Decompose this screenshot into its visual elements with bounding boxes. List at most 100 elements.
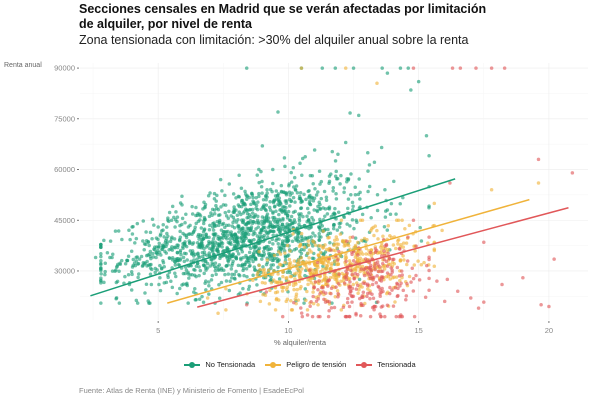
data-point	[210, 248, 215, 252]
data-point	[282, 156, 287, 160]
data-point	[352, 226, 356, 231]
data-point	[290, 191, 294, 195]
data-point	[176, 262, 181, 267]
data-point	[326, 260, 331, 265]
data-point	[190, 251, 194, 256]
data-point	[126, 272, 131, 277]
data-point	[280, 289, 285, 293]
chart-subtitle: Zona tensionada con limitación: >30% del…	[79, 33, 469, 47]
data-point	[114, 265, 119, 269]
data-point	[500, 282, 504, 287]
data-point	[277, 203, 282, 208]
data-point	[208, 264, 213, 268]
data-point	[216, 311, 220, 315]
data-point	[307, 188, 311, 193]
data-point	[358, 197, 362, 201]
data-point	[404, 241, 409, 245]
data-point	[119, 258, 124, 263]
data-point	[350, 200, 355, 205]
data-point	[209, 278, 214, 282]
data-point	[275, 259, 280, 264]
legend-item-peligro-de-tension[interactable]: Peligro de tensión	[265, 360, 346, 369]
data-point	[325, 299, 330, 304]
data-point	[406, 235, 410, 239]
data-point	[276, 110, 280, 114]
data-point	[387, 257, 392, 261]
data-point	[129, 249, 134, 253]
data-point	[291, 165, 296, 170]
data-point	[329, 248, 333, 252]
data-point	[136, 261, 141, 266]
data-point	[256, 214, 260, 219]
data-point	[393, 285, 398, 290]
data-point	[272, 253, 277, 258]
data-point	[231, 220, 235, 225]
data-point	[351, 259, 356, 263]
data-point	[292, 259, 297, 263]
data-point	[143, 291, 147, 295]
data-point	[178, 223, 182, 228]
data-point	[319, 235, 323, 239]
data-point	[125, 258, 129, 263]
data-point	[312, 285, 316, 289]
data-point	[342, 215, 346, 220]
data-point	[103, 269, 107, 274]
data-point	[399, 314, 403, 319]
data-point	[148, 266, 153, 270]
data-point	[353, 193, 358, 197]
data-point	[366, 150, 370, 155]
data-point	[249, 227, 253, 231]
data-point	[265, 195, 269, 199]
data-point	[202, 246, 206, 251]
data-point	[334, 285, 338, 289]
data-point	[236, 263, 241, 268]
data-point	[223, 225, 227, 230]
data-point	[345, 300, 350, 305]
data-point	[332, 243, 336, 248]
data-point	[204, 288, 208, 292]
data-point	[455, 289, 460, 294]
data-point	[293, 200, 297, 204]
data-point	[211, 221, 215, 226]
legend-item-tensionada[interactable]: Tensionada	[356, 360, 416, 369]
data-point	[152, 223, 156, 227]
data-point	[246, 232, 251, 237]
data-point	[338, 232, 343, 236]
data-point	[273, 308, 278, 312]
data-point	[390, 288, 394, 292]
data-point	[178, 201, 183, 205]
data-point	[314, 193, 319, 197]
data-point	[394, 246, 398, 251]
data-point	[260, 215, 265, 219]
data-point	[427, 288, 431, 292]
data-point	[337, 221, 342, 226]
data-point	[427, 268, 431, 273]
data-point	[172, 245, 177, 250]
data-point	[265, 258, 269, 262]
data-point	[188, 223, 192, 228]
data-point	[361, 303, 365, 308]
data-point	[225, 245, 229, 250]
data-point	[214, 223, 218, 228]
data-point	[135, 301, 140, 305]
data-point	[136, 275, 140, 280]
trend-line-no-tensionada	[90, 178, 456, 297]
data-point	[358, 314, 363, 318]
data-point	[354, 218, 358, 223]
data-point	[412, 314, 417, 319]
data-point	[366, 169, 370, 173]
data-point	[399, 269, 404, 273]
data-point	[260, 144, 265, 148]
data-point	[273, 194, 278, 198]
data-point	[260, 179, 264, 184]
legend-item-no-tensionada[interactable]: No Tensionada	[184, 360, 255, 369]
data-point	[300, 156, 305, 161]
data-point	[404, 298, 408, 302]
data-point	[274, 217, 279, 222]
data-point	[269, 263, 273, 267]
data-point	[474, 66, 478, 70]
data-point	[277, 277, 282, 281]
data-point	[227, 209, 231, 214]
data-point	[239, 263, 243, 268]
data-point	[417, 278, 422, 282]
